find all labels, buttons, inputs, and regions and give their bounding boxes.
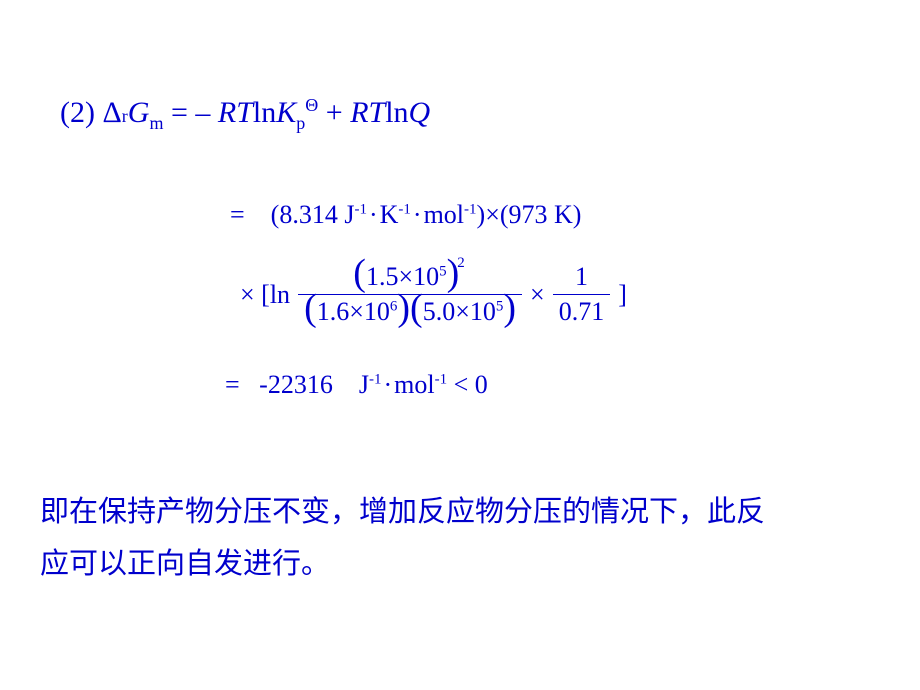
eq1-Q: Q — [409, 96, 431, 129]
l2-open: (8.314 J — [271, 200, 355, 229]
equation-line-3: × [ln (1.5×105)2 (1.6×106)(5.0×105) × 1 … — [240, 260, 627, 329]
l3-d2-close: ) — [503, 287, 516, 329]
l3-d1-open: ( — [304, 287, 317, 329]
l3-d2-ten: 10 — [470, 297, 496, 326]
eq1-K: K — [276, 96, 296, 129]
eq1-ln2: ln — [385, 96, 408, 129]
l4-dot: · — [381, 370, 394, 399]
l3-times2: × — [530, 280, 545, 310]
eq1-minus: – — [195, 96, 210, 129]
l3-frac2-num: 1 — [569, 260, 594, 294]
l3-d2-times: × — [455, 297, 470, 326]
l2-temp: (973 K) — [500, 200, 582, 229]
eq1-theta: Θ — [305, 95, 318, 115]
l3-num-open: ( — [353, 252, 366, 294]
l2-times: × — [485, 200, 500, 229]
l4-eq: = — [225, 370, 240, 399]
eq1-T1: T — [236, 96, 253, 129]
eq1-sub-p: p — [296, 113, 305, 133]
equation-1: (2) ΔrGm = – RTlnKpΘ + RTlnQ — [60, 95, 430, 134]
l2-sup3: -1 — [464, 201, 477, 217]
l3-d1-val: 1.6 — [317, 297, 350, 326]
l3-times1: × — [240, 280, 255, 310]
l3-d2-open: ( — [410, 287, 423, 329]
l2-mol: mol — [424, 200, 464, 229]
l3-d1-close: ) — [397, 287, 410, 329]
eq1-ln1: ln — [253, 96, 276, 129]
l4-val: -22316 — [259, 370, 333, 399]
eq1-delta: Δ — [102, 96, 121, 129]
l4-mol: mol — [394, 370, 434, 399]
eq1-eq: = — [171, 96, 195, 129]
eq1-T2: T — [369, 96, 386, 129]
eq1-R2: R — [350, 96, 368, 129]
l2-sup1: -1 — [354, 201, 367, 217]
eq1-R1: R — [218, 96, 236, 129]
l3-d2-val: 5.0 — [423, 297, 456, 326]
l3-num-outer-exp: 2 — [457, 255, 465, 271]
eq1-G: G — [128, 96, 150, 129]
l2-sup2: -1 — [398, 201, 411, 217]
l4-sup2: -1 — [435, 371, 448, 387]
slide-content: (2) ΔrGm = – RTlnKpΘ + RTlnQ = (8.314 J-… — [0, 0, 920, 690]
l2-eq: = — [230, 200, 245, 229]
l4-lt: < 0 — [454, 370, 488, 399]
l2-close: ) — [477, 200, 486, 229]
l3-close-br: ] — [618, 280, 627, 310]
l3-frac1: (1.5×105)2 (1.6×106)(5.0×105) — [298, 260, 522, 329]
conclusion-line-2: 应可以正向自发进行。 — [40, 540, 330, 582]
equation-line-2: = (8.314 J-1·K-1·mol-1)×(973 K) — [230, 200, 581, 230]
eq1-plus: + — [326, 96, 350, 129]
l3-frac2-den: 0.71 — [553, 295, 611, 329]
l3-num-exp: 5 — [439, 263, 447, 279]
l3-d1-ten: 10 — [364, 297, 390, 326]
l3-open-br: [ln — [261, 280, 290, 310]
l4-sup1: -1 — [369, 371, 382, 387]
equation-line-4: = -22316 J-1·mol-1 < 0 — [225, 370, 488, 400]
eq1-prefix: (2) — [60, 96, 95, 129]
l3-frac2: 1 0.71 — [553, 260, 611, 329]
eq1-sub-m: m — [149, 113, 163, 133]
l3-frac1-den: (1.6×106)(5.0×105) — [298, 295, 522, 329]
l3-num-val: 1.5 — [366, 262, 399, 291]
l2-K: K — [380, 200, 399, 229]
l2-dot1: · — [367, 200, 380, 229]
l2-dot2: · — [411, 200, 424, 229]
conclusion-line-1: 即在保持产物分压不变，增加反应物分压的情况下，此反 — [40, 488, 765, 530]
l4-J: J — [359, 370, 369, 399]
l3-d1-times: × — [349, 297, 364, 326]
